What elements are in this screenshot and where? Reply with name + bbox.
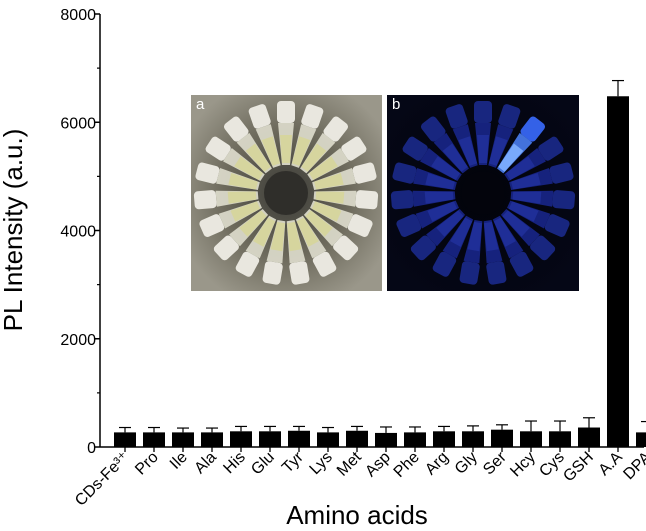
x-tick-label: Gly [452,449,481,478]
x-tick-label: Arg [422,449,452,479]
inset-letter-a: a [196,96,205,113]
y-tick-label: 6000 [60,115,96,132]
bar [230,431,252,447]
x-tick-label: Ile [167,449,191,473]
y-axis-title: PL Intensity (a.u.) [0,129,28,332]
x-tick-label: GSH [560,449,597,486]
x-tick-label: His [220,449,248,477]
y-tick-label: 4000 [60,224,96,241]
y-tick-label: 8000 [60,7,96,24]
x-tick-label: Ser [480,448,510,478]
x-tick-label: CDs-Fe³⁺ [72,449,133,510]
bar [433,431,455,447]
bar [636,432,646,447]
x-tick-label: Phe [391,449,423,481]
bar [520,431,542,447]
bar [607,96,629,448]
bar [346,430,368,447]
bars [114,79,646,448]
tube-rack-uv-icon [390,101,576,285]
bar [462,431,484,447]
bar [172,432,194,447]
y-axis-ticks: 0 2000 4000 6000 8000 [60,7,100,457]
x-tick-label: Lys [307,449,336,478]
bar [143,432,165,447]
x-tick-label: Hcy [507,449,539,481]
bar [491,429,513,447]
inset-letter-b: b [392,96,400,113]
bar [201,432,223,447]
y-tick-label: 2000 [60,332,96,349]
y-tick-label: 0 [87,440,96,457]
x-tick-label: Asp [362,449,394,481]
x-tick-label: DPA [620,449,646,484]
x-axis-title: Amino acids [286,500,428,530]
x-tick-label: Met [334,448,365,479]
bar [317,432,339,447]
x-tick-label: Pro [132,449,162,479]
x-tick-label: A.A [596,449,626,479]
bar [549,431,571,447]
bar [404,432,426,447]
x-tick-label: Ala [191,449,219,477]
x-tick-label: Tyr [279,448,307,476]
inset-photo-a: a [191,95,382,291]
bar [578,427,600,447]
bar [114,432,136,447]
bar [259,431,281,447]
tube-rack-daylight-icon [193,101,379,285]
inset-photo-b: b [387,95,579,291]
bar [375,432,397,447]
bar [288,430,310,447]
x-tick-label: Glu [248,449,278,479]
